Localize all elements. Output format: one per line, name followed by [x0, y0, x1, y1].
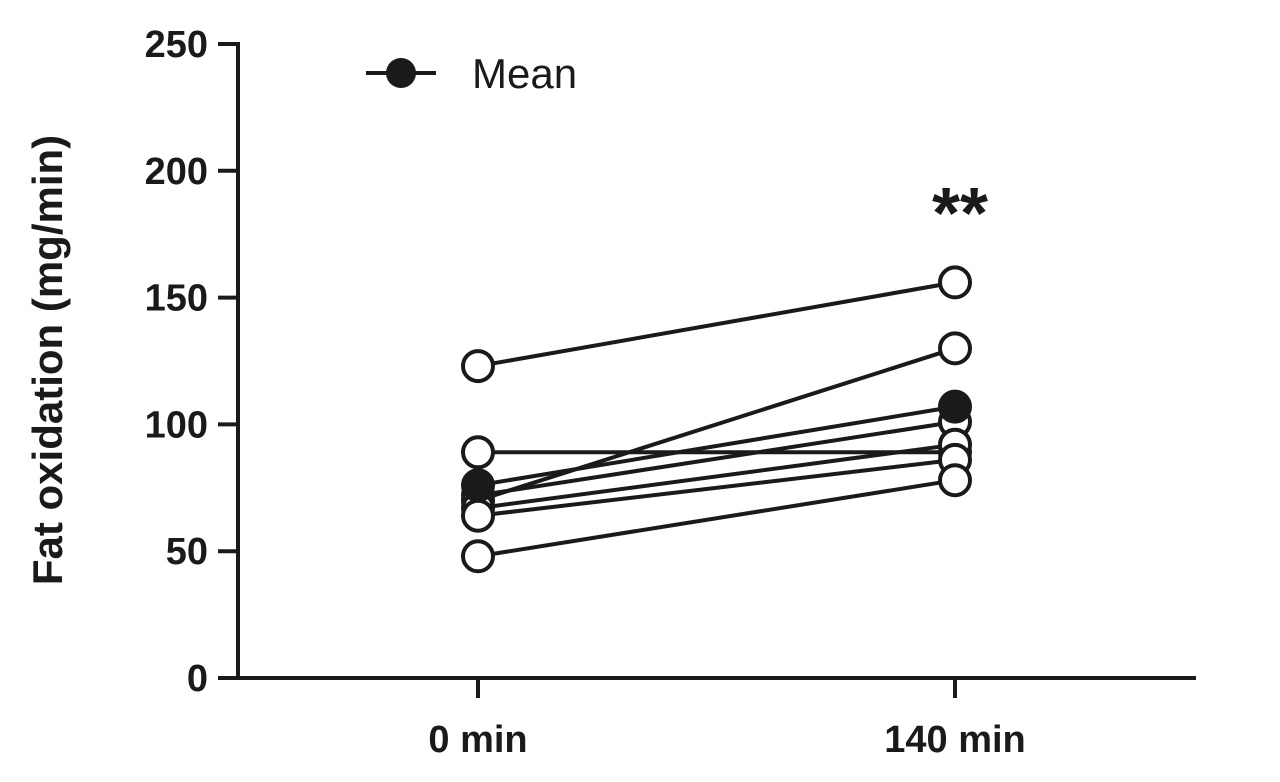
participant-line [477, 478, 956, 559]
y-tick-label: 100 [145, 404, 208, 446]
y-tick-label: 200 [145, 151, 208, 193]
y-ticks: 0 50 100 150 200 250 [145, 24, 238, 700]
x-ticks: 0 min 140 min [428, 678, 1026, 761]
mean-point [461, 468, 495, 503]
participant-point [461, 349, 495, 384]
participant-point [938, 463, 972, 498]
mean-line [477, 404, 956, 488]
legend-label-mean: Mean [472, 50, 577, 97]
participant-point [461, 498, 495, 533]
y-tick-label: 0 [187, 658, 208, 700]
y-tick-label: 150 [145, 278, 208, 320]
y-axis-title: Fat oxidation (mg/min) [24, 135, 71, 585]
participant-line [477, 280, 956, 369]
series-lines [477, 280, 956, 559]
legend-marker [386, 58, 416, 88]
participant-point [461, 539, 495, 574]
axes [236, 42, 1196, 680]
x-tick-label: 0 min [428, 719, 527, 761]
y-tick-label: 50 [166, 531, 208, 573]
series-points [461, 265, 972, 574]
x-tick-label: 140 min [884, 719, 1026, 761]
participant-line [477, 442, 956, 511]
participant-line [477, 457, 956, 518]
mean-point [938, 389, 972, 424]
participant-line [477, 419, 956, 498]
y-tick-label: 250 [145, 24, 208, 66]
significance-annotation: ** [932, 174, 988, 254]
participant-line [477, 346, 956, 503]
participant-point [938, 265, 972, 300]
participant-point [938, 331, 972, 366]
legend: Mean [366, 50, 577, 97]
participant-point [461, 435, 495, 470]
